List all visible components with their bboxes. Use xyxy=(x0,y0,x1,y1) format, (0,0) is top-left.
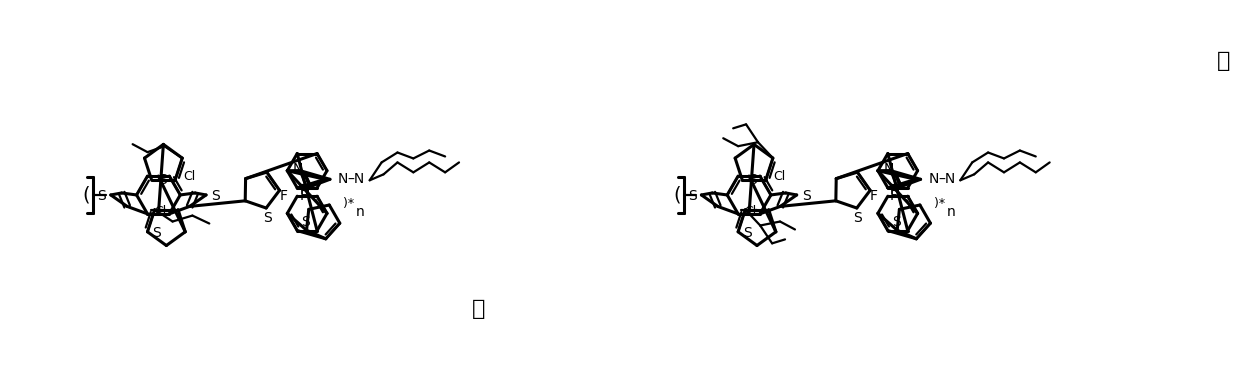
Text: Cl: Cl xyxy=(744,205,756,218)
Text: S: S xyxy=(301,215,310,229)
Text: S: S xyxy=(153,226,161,240)
Text: S: S xyxy=(853,211,862,225)
Text: F: F xyxy=(870,189,878,203)
Text: N: N xyxy=(293,162,303,176)
Text: F: F xyxy=(299,189,308,203)
Text: S: S xyxy=(263,211,272,225)
Text: F: F xyxy=(890,189,898,203)
Text: S: S xyxy=(97,189,105,203)
Text: N: N xyxy=(890,183,900,197)
Text: –N: –N xyxy=(939,172,956,186)
Text: F: F xyxy=(279,189,288,203)
Text: S: S xyxy=(157,173,166,187)
Text: n: n xyxy=(946,205,956,219)
Text: (: ( xyxy=(673,186,681,204)
Text: n: n xyxy=(356,205,365,219)
Text: )*: )* xyxy=(934,197,949,209)
Text: –N: –N xyxy=(348,172,365,186)
Text: Cl: Cl xyxy=(154,205,166,218)
Text: Cl: Cl xyxy=(184,170,195,183)
Text: )*: )* xyxy=(343,197,358,209)
Text: N: N xyxy=(299,183,310,197)
Text: S: S xyxy=(748,173,758,187)
Text: Cl: Cl xyxy=(774,170,786,183)
Text: 或: 或 xyxy=(472,299,486,319)
Text: S: S xyxy=(688,189,697,203)
Text: 。: 。 xyxy=(1216,51,1230,71)
Text: S: S xyxy=(893,215,901,229)
Text: S: S xyxy=(801,189,811,203)
Text: S: S xyxy=(743,226,751,240)
Text: N: N xyxy=(929,172,939,186)
Text: (: ( xyxy=(82,186,91,204)
Text: N: N xyxy=(883,162,894,176)
Text: S: S xyxy=(211,189,219,203)
Text: N: N xyxy=(339,172,348,186)
